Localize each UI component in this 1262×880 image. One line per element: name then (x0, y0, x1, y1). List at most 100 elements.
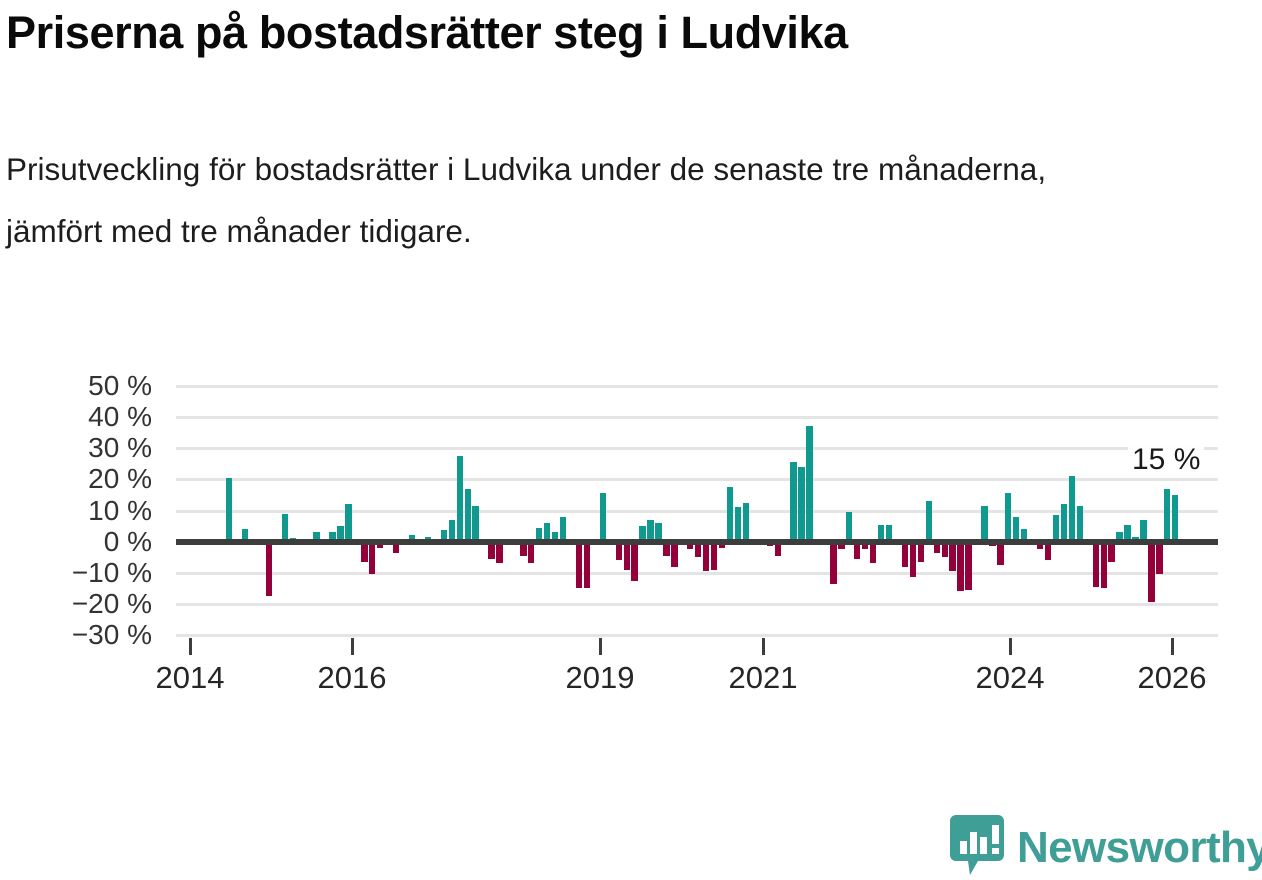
bar (997, 541, 1004, 565)
y-axis-tick-label: 20 % (88, 463, 152, 495)
bar (464, 488, 471, 542)
y-axis-tick-label: 50 % (88, 370, 152, 401)
gridline (176, 602, 1218, 606)
bar (1148, 541, 1155, 603)
bar (830, 541, 837, 584)
bar (925, 501, 932, 542)
bar (377, 541, 384, 548)
x-axis-tick-label: 2016 (317, 660, 387, 695)
x-axis-tick-label: 2021 (728, 660, 798, 695)
bar (488, 541, 495, 559)
bar (1164, 488, 1171, 542)
bar (862, 541, 869, 550)
bar (615, 541, 622, 561)
bar (1092, 541, 1099, 587)
bar (917, 541, 924, 562)
bar (1100, 541, 1107, 589)
bar (846, 512, 853, 542)
y-axis-tick-label: 30 % (88, 432, 152, 464)
bar (496, 541, 503, 564)
bar (551, 532, 559, 542)
y-axis-labels: 50 % 40 % 30 % 20 % 10 % 0 % −10 % −20 % −30 % (0, 370, 152, 660)
bar (599, 493, 606, 542)
bar (1108, 541, 1115, 562)
bar (1116, 532, 1123, 542)
bar (1021, 529, 1028, 542)
y-axis-tick-label: −10 % (71, 556, 152, 588)
bar (329, 531, 336, 542)
bar-chart-speech-bubble-icon (950, 815, 1004, 880)
x-axis-tick-label: 2019 (565, 660, 635, 695)
page-subtitle: Prisutveckling för bostadsrätter i Ludvi… (6, 151, 1047, 250)
x-axis-tick (1171, 638, 1174, 655)
bar (1013, 516, 1020, 542)
gridline (176, 571, 1218, 575)
y-axis-tick-label: −20 % (71, 587, 152, 619)
y-axis-tick-label: 40 % (88, 401, 152, 433)
bar (1140, 519, 1147, 542)
bar (337, 526, 344, 542)
bar (1005, 493, 1012, 542)
bar (981, 505, 988, 542)
bar (877, 524, 885, 542)
gridline (176, 478, 1218, 482)
bar (647, 519, 654, 542)
y-axis-tick-label: −30 % (71, 619, 152, 650)
bar (472, 505, 479, 542)
bar (742, 502, 750, 542)
bar (790, 462, 797, 542)
bar (885, 524, 893, 542)
bar (241, 529, 249, 542)
last-value-annotation: 15 % (1128, 442, 1205, 478)
bar (448, 519, 455, 542)
bar (710, 541, 718, 570)
bar (774, 541, 781, 556)
bar (1068, 476, 1076, 542)
bar (583, 541, 591, 588)
bar (408, 535, 416, 542)
bar (869, 541, 877, 564)
bar (909, 541, 917, 578)
logo-wordmark: Newsworthy (1017, 822, 1262, 872)
bar (663, 541, 670, 556)
bar (226, 477, 233, 542)
bar (655, 522, 662, 542)
bar (1124, 524, 1131, 542)
gridline (176, 416, 1218, 420)
bar (1156, 541, 1163, 575)
bar (1076, 505, 1083, 542)
bar (281, 513, 288, 542)
bar (392, 541, 400, 553)
x-axis-tick-label: 2024 (975, 660, 1045, 695)
x-axis-tick-label: 2014 (155, 660, 225, 695)
bar (718, 541, 726, 548)
bar (520, 541, 527, 556)
bar (361, 541, 368, 562)
bar (726, 487, 734, 542)
bar (528, 541, 535, 564)
bar (806, 426, 813, 542)
bar (734, 507, 742, 542)
gridline (176, 385, 1218, 388)
bar (687, 541, 694, 550)
bar (703, 541, 710, 572)
bar (965, 541, 972, 590)
bar (345, 503, 352, 542)
bar (798, 466, 805, 542)
bar (440, 529, 447, 542)
bar (265, 541, 273, 597)
bar (536, 527, 543, 542)
bar (671, 541, 678, 567)
gridline (176, 447, 1218, 451)
bar-series (176, 386, 1218, 635)
x-axis-tick (189, 638, 192, 655)
bar (313, 532, 320, 542)
y-axis-tick-label: 10 % (88, 494, 152, 526)
bar (941, 541, 948, 558)
bar (639, 526, 646, 542)
y-axis-tick-label: 0 % (103, 525, 152, 557)
bar (631, 541, 638, 581)
gridline (176, 634, 1218, 637)
